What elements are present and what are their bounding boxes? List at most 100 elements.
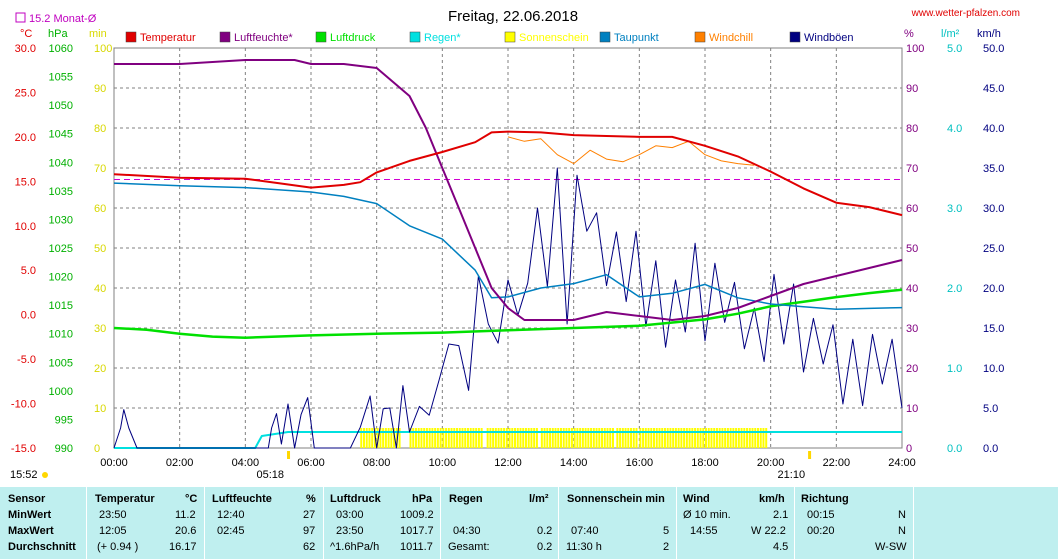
row-avg-label: Durchschnitt bbox=[8, 541, 76, 553]
sunshine-bar bbox=[644, 428, 647, 448]
sunshine-bar bbox=[469, 428, 472, 448]
legend-swatch bbox=[125, 31, 137, 43]
sunshine-bar bbox=[672, 428, 675, 448]
sunshine-bar bbox=[576, 428, 579, 448]
temp-tick-label: 20.0 bbox=[15, 132, 36, 144]
pressure-unit-label: hPa bbox=[48, 28, 68, 40]
header-sensor: Sensor bbox=[8, 493, 46, 505]
sunshine-bar bbox=[530, 428, 533, 448]
sunshine-bar bbox=[754, 428, 757, 448]
sunshine-bar bbox=[606, 428, 609, 448]
sunshine-bar bbox=[554, 428, 557, 448]
header-direction: Richtung bbox=[801, 493, 849, 505]
col-pressure: Luftdruck hPa 03:00 1009.2 23:50 1017.7 … bbox=[324, 487, 441, 559]
sunshine-bar bbox=[557, 428, 560, 448]
sunshine-bar bbox=[581, 428, 584, 448]
wind-tick-label: 40.0 bbox=[983, 123, 1004, 135]
sunshine-bar bbox=[598, 428, 601, 448]
sunshine-bar bbox=[743, 428, 746, 448]
rain-tick-label: 1.0 bbox=[947, 363, 962, 375]
sunshine-bar bbox=[705, 428, 707, 448]
sunshine-bar bbox=[456, 428, 459, 448]
wind-tick-label: 35.0 bbox=[983, 163, 1004, 175]
sun-max-value: 5 bbox=[663, 525, 670, 537]
pressure-tick-label: 1060 bbox=[49, 43, 73, 55]
sunshine-bar bbox=[735, 428, 738, 448]
pressure-tick-label: 1015 bbox=[49, 300, 73, 312]
sunshine-bar bbox=[647, 428, 650, 448]
sunshine-bar bbox=[497, 428, 500, 448]
header-pressure: Luftdruck bbox=[330, 493, 381, 505]
sunshine-bar bbox=[729, 428, 732, 448]
hum-min-value: 27 bbox=[303, 509, 316, 521]
sunshine-bar bbox=[492, 428, 495, 448]
sunshine-bar bbox=[570, 428, 573, 448]
legend-label: Windböen bbox=[804, 32, 854, 44]
sunshine-bar bbox=[669, 428, 672, 448]
wind-tick-label: 0.0 bbox=[983, 443, 998, 455]
sunshine-bar bbox=[653, 428, 656, 448]
legend-swatch bbox=[504, 31, 516, 43]
sunshine-bar bbox=[584, 428, 587, 448]
rain-total-value: 0.2 bbox=[537, 541, 553, 553]
sunshine-bar bbox=[475, 428, 478, 448]
legend-label: Windchill bbox=[709, 32, 753, 44]
sunshine-bar bbox=[445, 428, 448, 448]
legend-label: Regen* bbox=[424, 32, 461, 44]
header-wind: Wind bbox=[683, 493, 710, 505]
sunshine-bar bbox=[439, 428, 442, 448]
sunshine-bar bbox=[619, 428, 622, 448]
sunshine-bar bbox=[494, 428, 497, 448]
x-tick-label: 10:00 bbox=[429, 457, 457, 469]
sunshine-bar bbox=[431, 428, 434, 448]
sunshine-bar bbox=[540, 428, 543, 448]
sunshine-tick-label: 10 bbox=[94, 403, 106, 415]
sunshine-bar bbox=[434, 428, 437, 448]
temp-tick-label: 25.0 bbox=[15, 87, 36, 99]
temp-tick-label: -5.0 bbox=[17, 354, 36, 366]
sunshine-tick-label: 0 bbox=[94, 443, 100, 455]
sunshine-bar bbox=[702, 428, 705, 448]
sunshine-tick-label: 40 bbox=[94, 283, 106, 295]
press-min-value: 1009.2 bbox=[400, 509, 434, 521]
sunshine-bar bbox=[624, 428, 627, 448]
dir-min-time: 00:15 bbox=[807, 509, 835, 521]
wind-min-label: Ø 10 min. bbox=[683, 509, 731, 521]
dir-max-value: N bbox=[898, 525, 906, 537]
legend-swatch bbox=[694, 31, 706, 43]
sunshine-bar bbox=[579, 428, 582, 448]
sunshine-bar bbox=[696, 428, 699, 448]
pressure-tick-label: 1050 bbox=[49, 100, 73, 112]
pressure-tick-label: 1000 bbox=[49, 386, 73, 398]
col-direction: Richtung 00:15 N 00:20 N W-SW bbox=[795, 487, 914, 559]
hum-avg-value: 62 bbox=[303, 541, 316, 553]
series-line-windböen bbox=[113, 167, 903, 449]
sunshine-bar bbox=[428, 428, 431, 448]
legend-label: Taupunkt bbox=[614, 32, 659, 44]
temp-tick-label: 5.0 bbox=[21, 265, 36, 277]
temp-max-value: 20.6 bbox=[175, 525, 197, 537]
sunshine-bar bbox=[650, 428, 653, 448]
sunshine-bar bbox=[420, 428, 423, 448]
wind-tick-label: 15.0 bbox=[983, 323, 1004, 335]
sunshine-bar bbox=[674, 428, 677, 448]
sun-max-time: 07:40 bbox=[571, 525, 599, 537]
sunshine-bar bbox=[464, 428, 467, 448]
temp-min-value: 11.2 bbox=[175, 509, 196, 521]
sunshine-bar bbox=[715, 428, 718, 448]
sunshine-bar bbox=[694, 428, 697, 448]
monthly-average-label: 15.2 Monat-Ø bbox=[29, 13, 97, 25]
weather-chart: 30.0 25.0 20.0 15.0 10.0 5.0 0.0 -5.0 -10.0 -15.0… bbox=[10, 8, 1020, 481]
sunshine-bar bbox=[756, 428, 759, 448]
sunshine-bar bbox=[376, 428, 379, 448]
sunshine-tick-label: 100 bbox=[94, 43, 112, 55]
sunrise-marker bbox=[287, 451, 291, 459]
rain-max-value: 0.2 bbox=[537, 525, 553, 537]
wind-tick-label: 25.0 bbox=[983, 243, 1004, 255]
sunshine-bar bbox=[486, 428, 489, 448]
x-tick-label: 02:00 bbox=[166, 457, 194, 469]
temp-max-time: 12:05 bbox=[99, 525, 127, 537]
sunshine-bar bbox=[466, 428, 469, 448]
header-temperature-unit: °C bbox=[185, 493, 198, 505]
sunshine-bar bbox=[683, 428, 686, 448]
